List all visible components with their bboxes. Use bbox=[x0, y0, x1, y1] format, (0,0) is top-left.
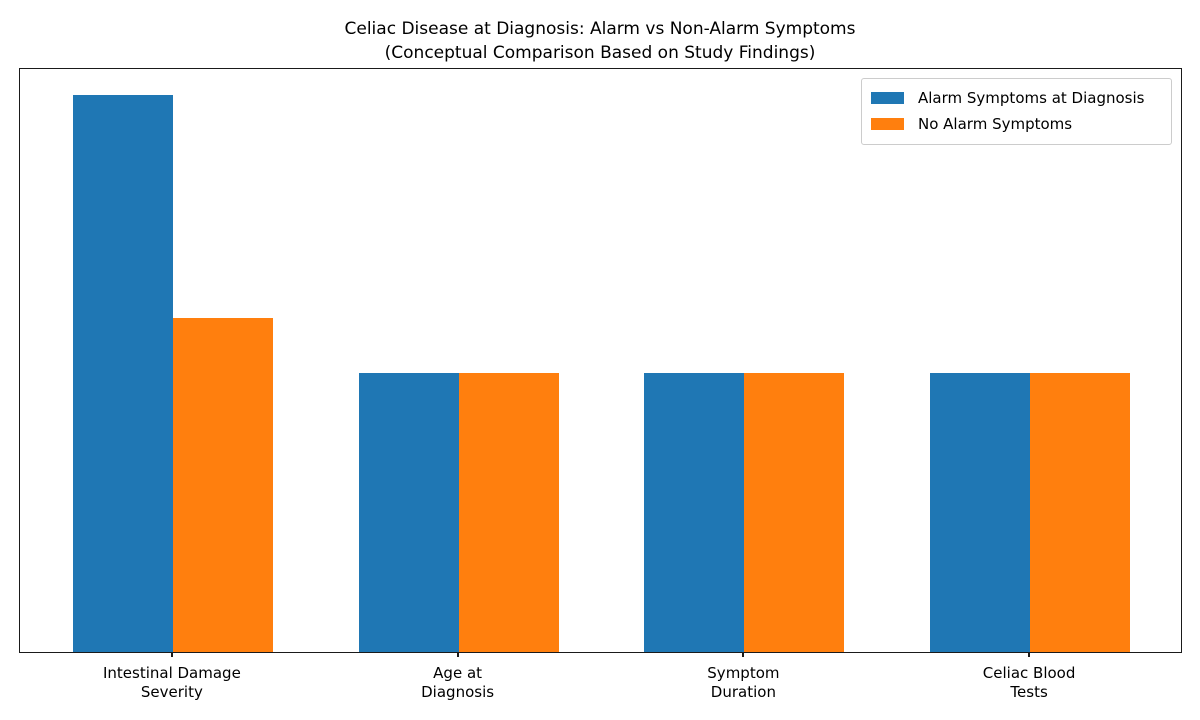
chart-title: Celiac Disease at Diagnosis: Alarm vs No… bbox=[344, 19, 856, 39]
bar-series1-cat1 bbox=[458, 373, 559, 652]
bar-series1-cat0 bbox=[172, 317, 273, 652]
x-tick-label-3: Celiac Blood Tests bbox=[982, 664, 1076, 701]
bar-series0-cat0 bbox=[72, 94, 173, 652]
bar-series0-cat2 bbox=[644, 373, 745, 652]
legend-swatch-icon bbox=[871, 92, 904, 104]
legend-swatch-icon bbox=[871, 118, 904, 130]
bar-series0-cat3 bbox=[930, 373, 1031, 652]
bar-series1-cat2 bbox=[744, 373, 845, 652]
bars-layer bbox=[20, 69, 1181, 652]
legend-row-1: No Alarm Symptoms bbox=[871, 111, 1162, 137]
x-tick-1 bbox=[456, 653, 459, 657]
plot-area bbox=[19, 68, 1182, 653]
legend: Alarm Symptoms at Diagnosis No Alarm Symp… bbox=[861, 78, 1172, 145]
bar-series1-cat3 bbox=[1030, 373, 1131, 652]
legend-label-0: Alarm Symptoms at Diagnosis bbox=[918, 89, 1145, 107]
x-tick-2 bbox=[742, 653, 745, 657]
x-tick-label-0: Intestinal Damage Severity bbox=[102, 664, 241, 701]
legend-row-0: Alarm Symptoms at Diagnosis bbox=[871, 85, 1162, 111]
x-tick-3 bbox=[1028, 653, 1031, 657]
chart-subtitle: (Conceptual Comparison Based on Study Fi… bbox=[384, 43, 816, 63]
x-tick-0 bbox=[170, 653, 173, 657]
legend-label-1: No Alarm Symptoms bbox=[918, 115, 1073, 133]
x-tick-label-1: Age at Diagnosis bbox=[421, 664, 495, 701]
x-tick-label-2: Symptom Duration bbox=[707, 664, 780, 701]
bar-series0-cat1 bbox=[358, 373, 459, 652]
chart-title-block: Celiac Disease at Diagnosis: Alarm vs No… bbox=[0, 17, 1200, 65]
